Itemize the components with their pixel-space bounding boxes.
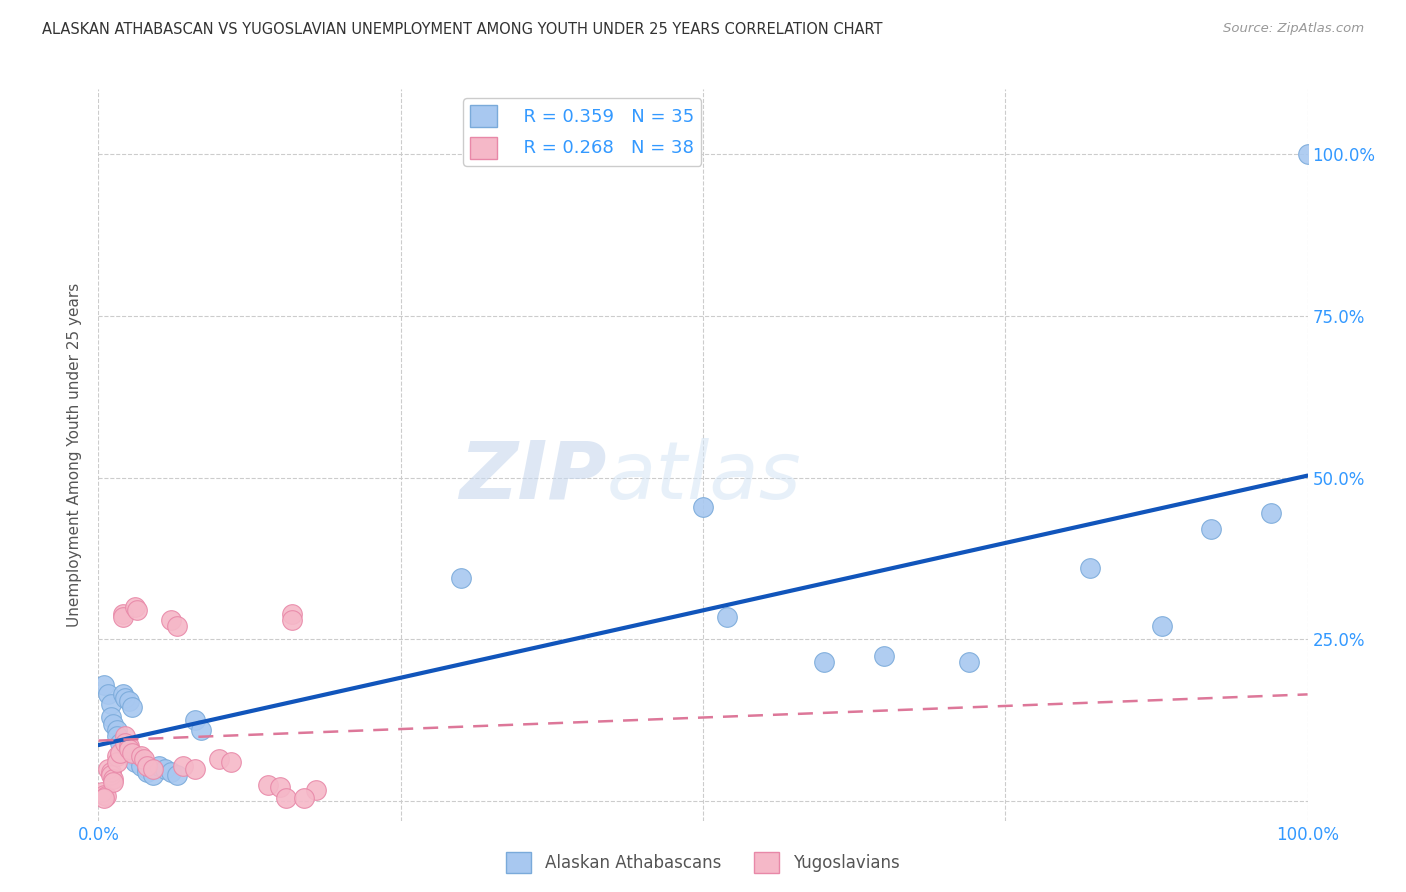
Point	[100, 710, 122, 724]
Point	[813, 655, 835, 669]
Point	[221, 756, 243, 770]
Point	[142, 768, 165, 782]
Point	[108, 736, 131, 750]
Point	[1296, 147, 1319, 161]
Point	[1078, 561, 1101, 575]
Point	[1199, 522, 1222, 536]
Point	[93, 788, 115, 802]
Point	[292, 791, 315, 805]
Point	[172, 758, 194, 772]
Point	[111, 609, 134, 624]
Point	[108, 746, 131, 760]
Point	[957, 655, 980, 669]
Point	[118, 694, 141, 708]
Point	[1152, 619, 1174, 633]
Point	[269, 780, 291, 794]
Point	[105, 748, 128, 763]
Point	[114, 690, 136, 705]
Point	[101, 772, 124, 786]
Point	[124, 756, 146, 770]
Point	[184, 714, 207, 728]
Point	[114, 736, 136, 750]
Point	[118, 739, 141, 754]
Point	[129, 748, 152, 763]
Point	[91, 784, 114, 798]
Point	[111, 607, 134, 621]
Point	[450, 571, 472, 585]
Point	[1260, 506, 1282, 520]
Point	[134, 752, 156, 766]
Point	[97, 762, 120, 776]
Point	[105, 730, 128, 744]
Point	[184, 762, 207, 776]
Point	[94, 789, 117, 803]
Point	[208, 752, 231, 766]
Point	[97, 687, 120, 701]
Point	[121, 746, 143, 760]
Text: atlas: atlas	[606, 438, 801, 516]
Point	[105, 756, 128, 770]
Point	[127, 603, 149, 617]
Point	[166, 768, 188, 782]
Point	[129, 758, 152, 772]
Point	[190, 723, 212, 737]
Point	[100, 768, 122, 782]
Y-axis label: Unemployment Among Youth under 25 years: Unemployment Among Youth under 25 years	[67, 283, 83, 627]
Point	[121, 700, 143, 714]
Point	[135, 758, 157, 772]
Point	[93, 678, 115, 692]
Point	[160, 765, 183, 780]
Point	[160, 613, 183, 627]
Point	[101, 774, 124, 789]
Text: Source: ZipAtlas.com: Source: ZipAtlas.com	[1223, 22, 1364, 36]
Point	[153, 762, 176, 776]
Point	[101, 716, 124, 731]
Text: ZIP: ZIP	[458, 438, 606, 516]
Point	[100, 765, 122, 780]
Legend: Alaskan Athabascans, Yugoslavians: Alaskan Athabascans, Yugoslavians	[499, 846, 907, 880]
Point	[124, 600, 146, 615]
Point	[118, 742, 141, 756]
Point	[135, 765, 157, 780]
Text: ALASKAN ATHABASCAN VS YUGOSLAVIAN UNEMPLOYMENT AMONG YOUTH UNDER 25 YEARS CORREL: ALASKAN ATHABASCAN VS YUGOSLAVIAN UNEMPL…	[42, 22, 883, 37]
Point	[148, 758, 170, 772]
Point	[114, 730, 136, 744]
Point	[274, 791, 297, 805]
Point	[111, 687, 134, 701]
Point	[873, 648, 896, 663]
Point	[281, 613, 304, 627]
Point	[305, 782, 328, 797]
Point	[124, 748, 146, 763]
Point	[166, 619, 188, 633]
Point	[281, 607, 304, 621]
Point	[692, 500, 714, 514]
Point	[105, 723, 128, 737]
Legend:   R = 0.359   N = 35,   R = 0.268   N = 38: R = 0.359 N = 35, R = 0.268 N = 38	[463, 98, 702, 166]
Point	[256, 778, 278, 792]
Point	[93, 791, 115, 805]
Point	[142, 762, 165, 776]
Point	[716, 609, 738, 624]
Point	[135, 762, 157, 776]
Point	[100, 697, 122, 711]
